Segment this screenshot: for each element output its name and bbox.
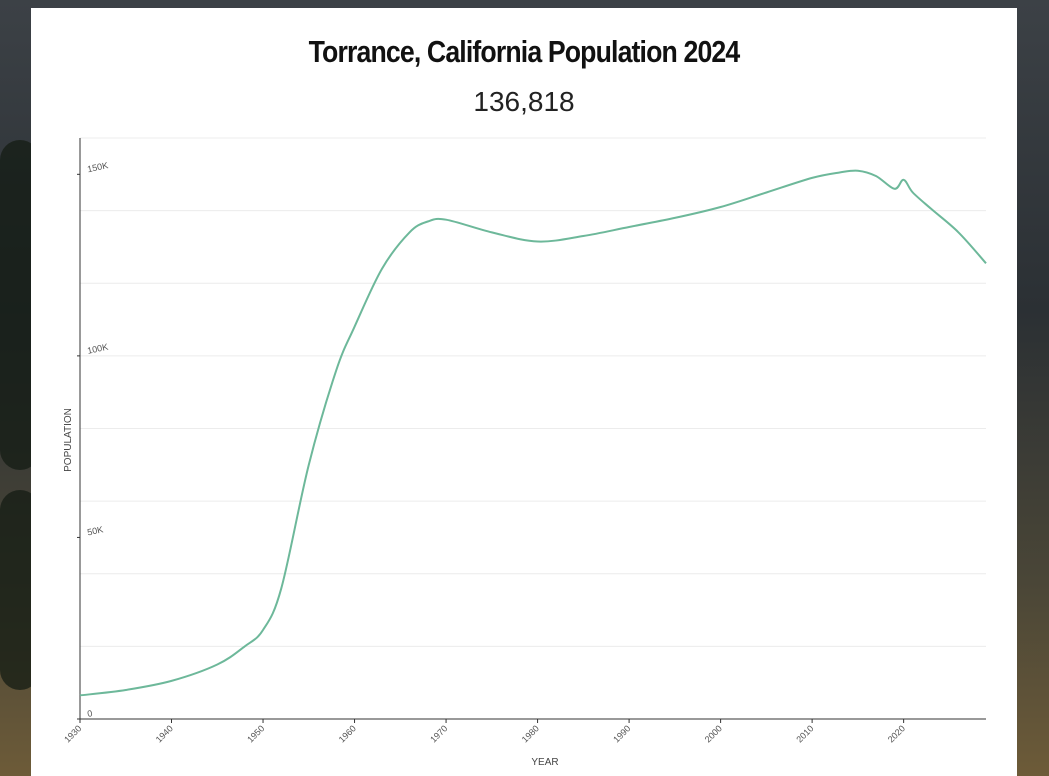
y-tick-label: 0: [86, 708, 93, 719]
population-line: [80, 171, 986, 696]
y-tick-label: 150K: [86, 160, 109, 174]
x-tick-label: 1960: [337, 723, 358, 744]
x-tick-label: 2020: [886, 723, 907, 744]
chart-card: Torrance, California Population 2024 136…: [31, 8, 1017, 776]
x-tick-label: 1940: [154, 723, 175, 744]
x-tick-label: 1970: [428, 723, 449, 744]
tick-labels: 0 50K 100K 150K 1930 1940 1950 1960 1970 1980 1990…: [62, 160, 907, 744]
x-tick-label: 1950: [245, 723, 266, 744]
population-chart: 0 50K 100K 150K 1930 1940 1950 1960 1970 1980 1990…: [31, 8, 1017, 776]
x-tick-label: 1930: [62, 723, 83, 744]
y-axis-title: POPULATION: [63, 408, 74, 472]
x-tick-label: 1990: [611, 723, 632, 744]
grid-lines: [80, 138, 986, 646]
x-tick-label: 2010: [794, 723, 815, 744]
x-tick-label: 2000: [703, 723, 724, 744]
x-tick-label: 1980: [520, 723, 541, 744]
y-tick-label: 100K: [86, 342, 109, 356]
x-axis-title: YEAR: [531, 757, 558, 768]
y-tick-label: 50K: [86, 524, 104, 537]
